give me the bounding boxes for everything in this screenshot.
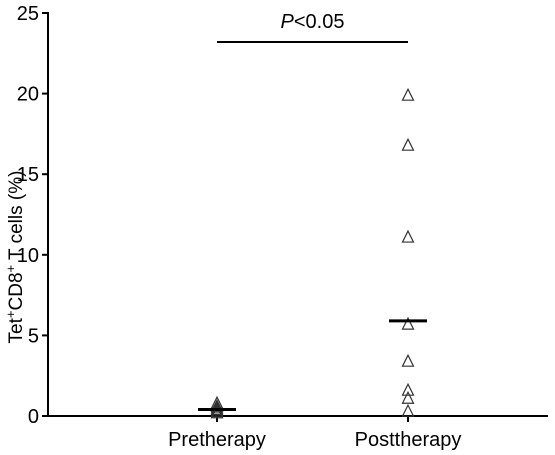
significance-annotation: P<0.05: [217, 11, 408, 43]
data-point-triangle: [401, 382, 415, 396]
data-point-triangle: [401, 316, 415, 330]
data-point-triangle: [401, 87, 415, 101]
y-tick-label: 5: [28, 325, 39, 347]
data-point-triangle: [210, 405, 224, 419]
y-axis-label: Tet+CD8+ T cells (%): [3, 171, 27, 344]
y-tick-label: 0: [28, 406, 39, 428]
x-axis: Pretherapy Posttherapy: [47, 415, 548, 451]
x-tick-label: Posttherapy: [355, 429, 462, 451]
y-tick-label: 15: [17, 164, 39, 186]
data-point-triangle: [401, 403, 415, 417]
data-point-triangle: [401, 137, 415, 151]
data-point-triangle: [401, 353, 415, 367]
y-tick-label: 25: [17, 3, 39, 25]
significance-label: P<0.05: [281, 11, 345, 33]
y-axis: 0 5 10 15 20 25: [17, 3, 49, 428]
data-point-triangle: [401, 390, 415, 404]
data-point-triangle: [210, 398, 224, 412]
data-point-triangle: [210, 400, 224, 414]
data-point-triangle: [401, 229, 415, 243]
x-tick-label: Pretherapy: [168, 429, 266, 451]
data-marks: [198, 87, 427, 419]
y-tick-label: 20: [17, 84, 39, 106]
y-tick-label: 10: [17, 245, 39, 267]
